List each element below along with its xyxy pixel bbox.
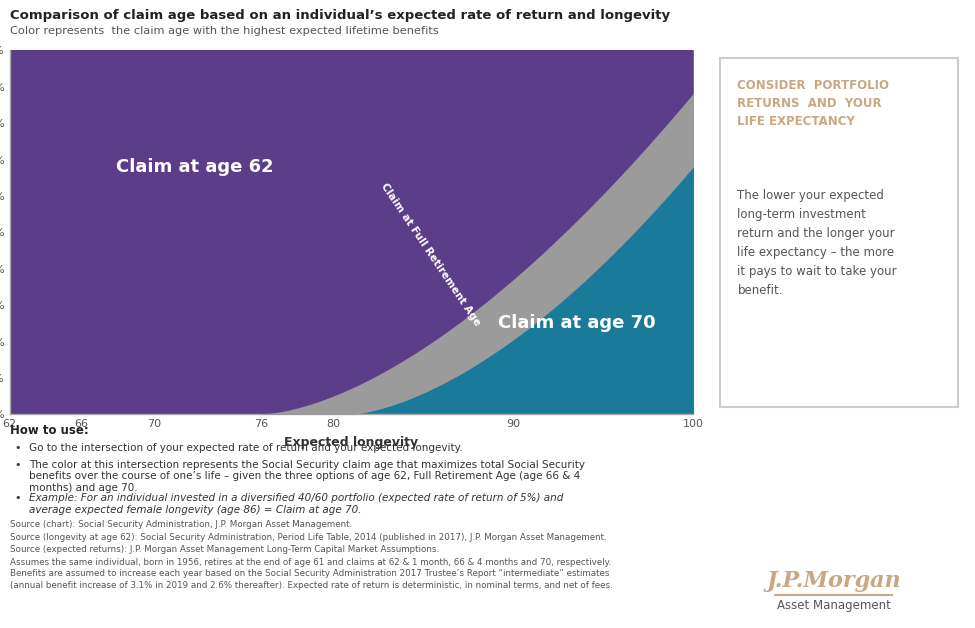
Text: Color represents  the claim age with the highest expected lifetime benefits: Color represents the claim age with the … xyxy=(10,26,439,36)
Text: Source (expected returns): J.P. Morgan Asset Management Long-Term Capital Market: Source (expected returns): J.P. Morgan A… xyxy=(10,545,439,554)
X-axis label: Expected longevity: Expected longevity xyxy=(285,436,418,449)
Text: •: • xyxy=(15,493,21,503)
FancyBboxPatch shape xyxy=(720,58,957,407)
Text: How to use:: How to use: xyxy=(10,424,89,437)
Text: The color at this intersection represents the Social Security claim age that max: The color at this intersection represent… xyxy=(29,460,585,493)
Text: Claim at age 70: Claim at age 70 xyxy=(498,315,656,332)
Text: Source (chart): Social Security Administration, J.P. Morgan Asset Management.: Source (chart): Social Security Administ… xyxy=(10,520,352,529)
Text: J.P.Morgan: J.P.Morgan xyxy=(766,570,901,592)
Text: Claim at age 62: Claim at age 62 xyxy=(115,158,273,176)
Text: The lower your expected
long-term investment
return and the longer your
life exp: The lower your expected long-term invest… xyxy=(737,188,897,296)
Text: Source (longevity at age 62): Social Security Administration, Period Life Table,: Source (longevity at age 62): Social Sec… xyxy=(10,533,606,541)
Text: •: • xyxy=(15,460,21,470)
Text: •: • xyxy=(15,443,21,453)
Text: Claim at Full Retirement Age: Claim at Full Retirement Age xyxy=(378,181,482,327)
Text: Comparison of claim age based on an individual’s expected rate of return and lon: Comparison of claim age based on an indi… xyxy=(10,9,670,23)
Text: Example: For an individual invested in a diversified 40/60 portfolio (expected r: Example: For an individual invested in a… xyxy=(29,493,564,514)
Text: CONSIDER  PORTFOLIO
RETURNS  AND  YOUR
LIFE EXPECTANCY: CONSIDER PORTFOLIO RETURNS AND YOUR LIFE… xyxy=(737,79,889,128)
Text: Asset Management: Asset Management xyxy=(777,599,890,612)
Text: Go to the intersection of your expected rate of return and your expected longevi: Go to the intersection of your expected … xyxy=(29,443,463,453)
Text: Assumes the same individual, born in 1956, retires at the end of age 61 and clai: Assumes the same individual, born in 195… xyxy=(10,558,612,590)
